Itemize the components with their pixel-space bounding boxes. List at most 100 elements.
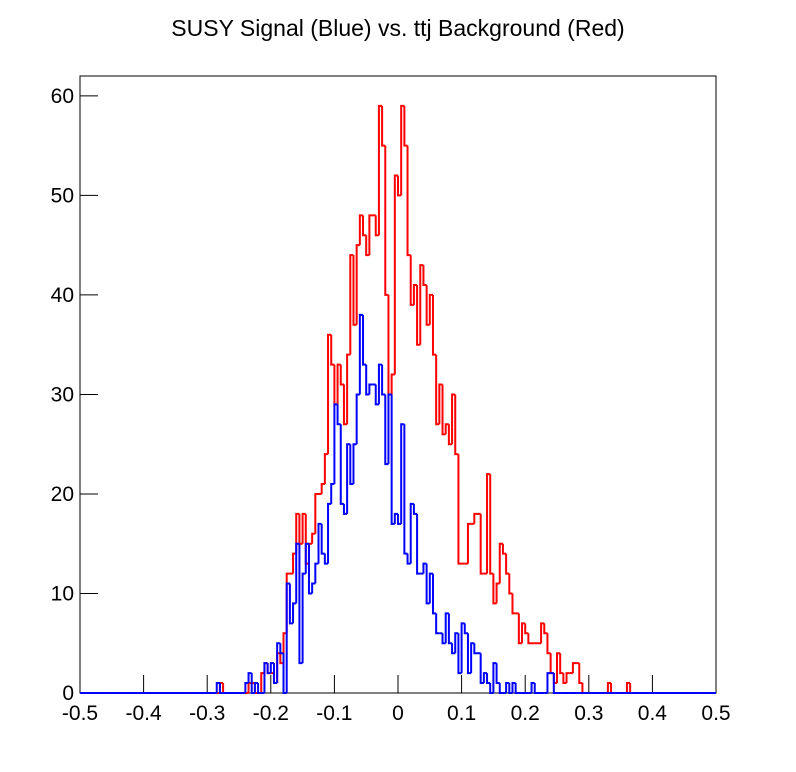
histogram-bin <box>327 502 332 564</box>
x-tick-label: 0.4 <box>638 702 668 725</box>
histogram-bin <box>409 255 414 306</box>
histogram-bin <box>215 682 220 693</box>
x-tick-label: 0.5 <box>701 702 730 725</box>
histogram-bin <box>250 673 255 694</box>
histogram-bin <box>336 404 341 426</box>
histogram-bin <box>578 663 583 685</box>
histogram-bin <box>419 264 424 345</box>
histogram-bin <box>425 284 430 326</box>
histogram-bin <box>501 543 507 555</box>
histogram-bin <box>435 354 440 426</box>
histogram-bin <box>288 583 294 625</box>
histogram-bin <box>365 364 370 396</box>
histogram-bin <box>406 553 411 565</box>
histogram-bin <box>457 454 462 565</box>
histogram-bin <box>447 424 453 446</box>
histogram-bin <box>381 105 386 147</box>
histogram-bin <box>498 542 503 584</box>
histogram-bin <box>342 384 348 426</box>
histogram-bin <box>377 363 383 405</box>
y-tick-label: 40 <box>51 284 74 307</box>
histogram-bin <box>473 643 478 655</box>
y-tick-label: 50 <box>51 184 74 207</box>
histogram-bin <box>431 294 437 356</box>
histogram-bin <box>400 104 405 196</box>
histogram-bin <box>377 104 383 236</box>
histogram-bin <box>422 562 427 574</box>
histogram-bin <box>540 622 545 644</box>
histogram-bin <box>444 423 449 435</box>
histogram-bin <box>323 553 329 565</box>
histogram-bin <box>425 563 430 605</box>
histogram-bin <box>320 523 325 555</box>
histogram-bin <box>384 394 389 466</box>
histogram-bin <box>543 623 548 635</box>
histogram-bin <box>279 643 284 655</box>
histogram-bin <box>441 633 446 645</box>
histogram-bin <box>358 313 364 395</box>
histogram-bin <box>466 522 472 564</box>
histogram-bin <box>451 643 456 655</box>
y-tick-label: 10 <box>51 582 74 605</box>
histogram-bin <box>435 613 440 635</box>
histogram-bin <box>349 444 354 486</box>
histogram-bin <box>314 562 319 584</box>
histogram-bin <box>285 582 290 693</box>
y-tick-label: 60 <box>51 85 74 108</box>
histogram-bin <box>466 633 472 675</box>
histogram-bin <box>559 653 564 675</box>
histogram-bin <box>311 582 316 594</box>
histogram-bin <box>342 503 348 515</box>
histogram-bin <box>304 542 309 574</box>
histogram-bin <box>527 633 532 645</box>
x-tick-label: -0.1 <box>316 702 352 725</box>
histogram-bin <box>562 673 567 685</box>
histogram-bin <box>244 682 249 693</box>
x-tick-label: 0.3 <box>574 702 603 725</box>
histogram-bin <box>422 265 427 286</box>
histogram-bin <box>521 622 526 644</box>
histogram-bin <box>352 443 357 485</box>
histogram-bin <box>492 573 497 605</box>
histogram-bin <box>393 174 398 375</box>
histogram-bin <box>374 215 379 237</box>
histogram-bin <box>416 284 421 346</box>
x-tick-label: 0.2 <box>511 702 540 725</box>
histogram-bin <box>263 662 268 693</box>
histogram-bin <box>473 512 478 524</box>
histogram-bin <box>438 383 443 425</box>
histogram-bin <box>508 573 513 595</box>
histogram-bin <box>320 483 325 494</box>
histogram-bin <box>479 653 484 685</box>
histogram-bin <box>266 663 271 675</box>
histogram-bin <box>403 105 408 147</box>
histogram-bin <box>218 683 224 694</box>
x-tick-label: -0.3 <box>189 702 225 725</box>
histogram-bin <box>272 663 278 685</box>
histogram-bin <box>498 683 503 694</box>
histogram-bin <box>482 672 488 684</box>
histogram-bin <box>505 553 510 575</box>
histogram-bin <box>486 473 491 574</box>
histogram-bin <box>428 293 433 325</box>
histogram-bin <box>362 314 367 366</box>
histogram-bin <box>346 353 351 425</box>
histogram-bin <box>311 532 316 544</box>
histogram-bin <box>454 394 459 456</box>
y-tick-label: 20 <box>51 483 74 506</box>
histogram-bin <box>416 513 421 575</box>
histogram-bin <box>301 512 306 544</box>
histogram-bin <box>552 673 557 694</box>
histogram-bin <box>606 682 612 693</box>
histogram-bin <box>495 663 500 685</box>
x-tick-label: -0.2 <box>253 702 289 725</box>
histogram-bin <box>533 683 538 694</box>
histogram-bin <box>454 632 459 654</box>
histogram-bin <box>374 384 379 406</box>
histogram-bin <box>556 652 561 684</box>
histogram-bin <box>295 512 300 554</box>
histogram-bin <box>441 384 446 436</box>
histogram-bin <box>358 214 364 246</box>
histogram-bin <box>403 424 408 555</box>
